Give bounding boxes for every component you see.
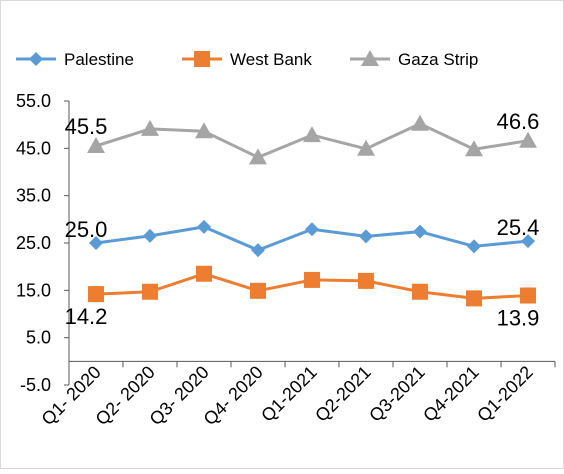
west-bank-point xyxy=(466,290,482,307)
palestine-point xyxy=(305,222,319,237)
y-tick-label: 25.0 xyxy=(16,233,51,253)
west-bank-point xyxy=(250,282,266,299)
gaza-strip-point xyxy=(195,122,213,139)
legend-label: West Bank xyxy=(230,50,312,69)
palestine-point xyxy=(143,228,157,243)
palestine-point xyxy=(89,236,103,250)
y-tick-label: 45.0 xyxy=(16,138,51,158)
y-tick-label: 55.0 xyxy=(16,91,51,111)
west-bank-point xyxy=(304,271,320,288)
gaza-strip-point xyxy=(141,119,159,136)
west-bank-point xyxy=(412,283,428,300)
gaza-strip-point xyxy=(465,140,483,157)
west-bank-point xyxy=(142,283,158,300)
legend-label: Gaza Strip xyxy=(398,50,478,69)
palestine-data-label: 25.0 xyxy=(65,217,108,242)
legend-marker xyxy=(194,51,210,67)
legend-item-west-bank: West Bank xyxy=(182,50,312,69)
y-tick-label: 5.0 xyxy=(26,328,51,348)
data-labels: 45.5 46.6 25.0 25.4 14.2 13.9 xyxy=(65,109,540,331)
palestine-point xyxy=(251,243,265,258)
palestine-data-label: 25.4 xyxy=(497,215,540,240)
palestine-point xyxy=(359,229,373,244)
series-gaza-strip xyxy=(87,114,537,165)
west-bank-point xyxy=(88,286,104,303)
west-bank-point xyxy=(196,265,212,282)
legend-item-gaza-strip: Gaza Strip xyxy=(350,50,478,69)
y-tick-label: 15.0 xyxy=(16,280,51,300)
legend-label: Palestine xyxy=(64,50,134,69)
palestine-point xyxy=(197,219,211,234)
series-palestine xyxy=(89,219,535,258)
west-bank-data-label: 14.2 xyxy=(65,304,108,329)
legend-marker xyxy=(361,50,379,66)
palestine-point xyxy=(413,224,427,239)
y-tick-label: 35.0 xyxy=(16,186,51,206)
gaza-strip-point xyxy=(87,136,105,153)
palestine-point xyxy=(467,239,481,254)
gaza-strip-point xyxy=(249,148,267,165)
series-layer xyxy=(87,114,537,307)
gaza-strip-point xyxy=(519,131,537,148)
west-bank-point xyxy=(520,287,536,304)
series-west-bank xyxy=(88,265,536,307)
gaza-strip-point xyxy=(303,126,321,143)
legend-item-palestine: Palestine xyxy=(16,50,134,69)
palestine-point xyxy=(521,234,535,249)
gaza-strip-data-label: 46.6 xyxy=(497,109,540,134)
west-bank-data-label: 13.9 xyxy=(497,306,540,331)
gaza-strip-point xyxy=(411,114,429,131)
west-bank-point xyxy=(358,272,374,289)
gaza-strip-point xyxy=(357,139,375,156)
legend: Palestine West Bank Gaza Strip xyxy=(16,50,478,69)
gaza-strip-data-label: 45.5 xyxy=(65,114,108,139)
legend-marker xyxy=(29,52,43,66)
y-tick-label: -5.0 xyxy=(20,375,51,395)
